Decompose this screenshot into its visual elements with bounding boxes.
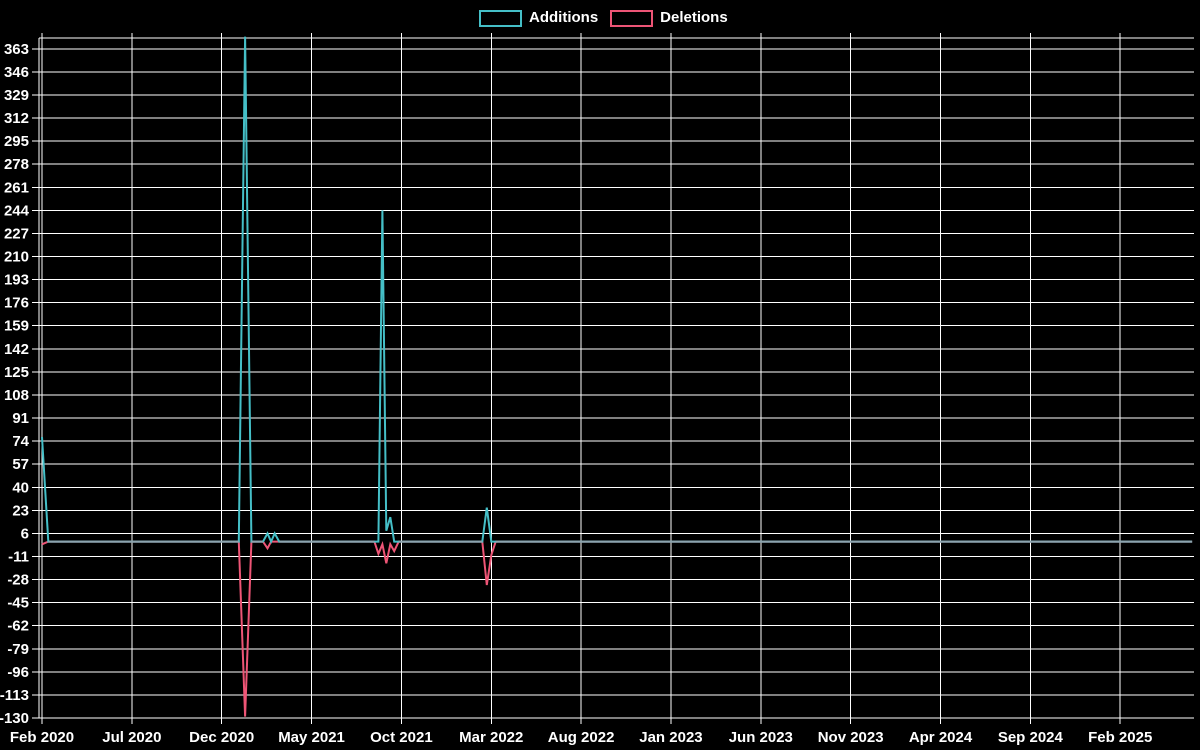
- x-tick-label: Nov 2023: [818, 729, 884, 746]
- y-tick-label: 23: [12, 502, 29, 519]
- x-tick-label: Mar 2022: [459, 729, 523, 746]
- y-tick-label: 227: [4, 225, 29, 242]
- deletions-legend-label: Deletions: [660, 9, 728, 26]
- additions-line: [41, 36, 1193, 545]
- y-tick-label: 6: [21, 525, 29, 542]
- y-tick-label: -45: [7, 595, 29, 612]
- x-tick-label: Aug 2022: [548, 729, 615, 746]
- y-tick-label: 125: [4, 364, 29, 381]
- x-tick-label: Apr 2024: [909, 729, 973, 746]
- y-tick-label: 244: [4, 202, 30, 219]
- x-tick-label: Feb 2025: [1088, 729, 1152, 746]
- x-tick-label: May 2021: [278, 729, 345, 746]
- y-tick-label: 108: [4, 387, 29, 404]
- y-tick-label: -113: [0, 687, 29, 704]
- y-tick-label: -96: [7, 664, 29, 681]
- legend-item-additions: Additions: [479, 8, 598, 28]
- y-tick-label: -11: [8, 548, 29, 565]
- deletions-swatch-icon: [610, 9, 654, 27]
- deletions-line: [41, 540, 1193, 717]
- axis-labels: 363 346 329 312 295 278 261 244 227 210 193 176 159 1…: [0, 41, 1152, 746]
- y-tick-label: 346: [4, 64, 29, 81]
- gridlines: [32, 33, 1194, 724]
- y-tick-label: 363: [4, 41, 29, 58]
- x-tick-label: Sep 2024: [998, 729, 1064, 746]
- y-tick-label: -79: [7, 641, 29, 658]
- additions-legend-label: Additions: [529, 9, 599, 26]
- y-tick-label: -130: [0, 710, 29, 727]
- y-tick-label: 278: [4, 156, 29, 173]
- y-tick-label: 57: [12, 456, 29, 473]
- y-tick-label: 295: [4, 133, 29, 150]
- y-tick-label: -62: [7, 618, 29, 635]
- x-tick-label: Feb 2020: [10, 729, 74, 746]
- chart-legend: Additions Deletions: [479, 8, 728, 28]
- y-tick-label: 312: [4, 110, 29, 127]
- y-tick-label: 176: [4, 295, 29, 312]
- y-tick-label: 210: [4, 249, 29, 266]
- x-tick-label: Jun 2023: [729, 729, 793, 746]
- y-tick-label: 261: [4, 179, 29, 196]
- legend-item-deletions: Deletions: [610, 8, 728, 28]
- additions-swatch-icon: [479, 9, 522, 27]
- y-tick-label: 40: [12, 479, 29, 496]
- y-tick-label: 142: [4, 341, 29, 358]
- x-tick-label: Dec 2020: [189, 729, 254, 746]
- y-tick-label: -28: [7, 572, 29, 589]
- x-tick-label: Jul 2020: [102, 729, 161, 746]
- x-tick-label: Oct 2021: [370, 729, 433, 746]
- y-tick-label: 159: [4, 318, 29, 335]
- y-tick-label: 91: [12, 410, 29, 427]
- x-tick-label: Jan 2023: [639, 729, 702, 746]
- y-tick-label: 193: [4, 272, 29, 289]
- y-tick-label: 329: [4, 87, 29, 104]
- y-tick-label: 74: [12, 433, 29, 450]
